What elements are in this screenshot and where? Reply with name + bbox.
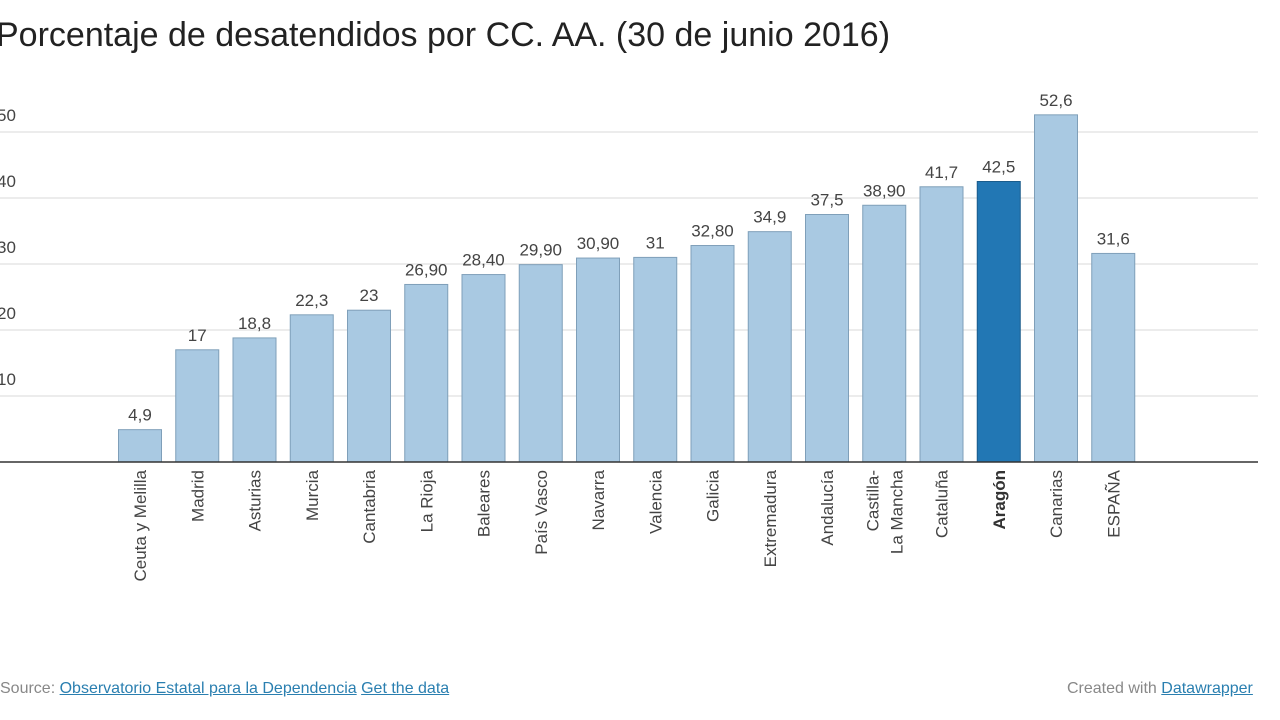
category-label-line: Cantabria	[360, 469, 379, 543]
bar	[518, 264, 563, 463]
value-label: 17	[188, 326, 207, 345]
category-label-line: País Vasco	[532, 470, 551, 555]
value-label: 41,7	[925, 163, 958, 182]
category-label: Baleares	[475, 470, 494, 537]
y-tick-label: 30	[0, 238, 16, 257]
category-label: La Rioja	[417, 469, 436, 532]
category-label: Extremadura	[761, 469, 780, 567]
y-tick-label: 10	[0, 370, 16, 389]
value-label: 18,8	[238, 314, 271, 333]
source-footer: Source: Observatorio Estatal para la Dep…	[0, 680, 449, 698]
category-label-line: Ceuta y Melilla	[131, 469, 150, 581]
chart-title: Porcentaje de desatendidos por CC. AA. (…	[0, 16, 891, 54]
value-label: 31	[646, 233, 665, 252]
value-label: 22,3	[295, 291, 328, 310]
category-label: Andalucía	[818, 469, 837, 545]
category-label-line: Aragón	[990, 470, 1009, 530]
value-label: 42,5	[982, 158, 1015, 177]
value-label: 32,80	[691, 222, 734, 241]
bar	[1034, 114, 1078, 463]
value-label: 31,6	[1097, 229, 1130, 248]
category-label: Valencia	[646, 469, 665, 533]
value-labels: 4,9 17 18,8 22,3 23 26,90 28,40 29,90 30,90 31 32,…	[128, 91, 1130, 425]
category-label-line: Baleares	[475, 470, 494, 537]
category-label-line: Cataluña	[933, 469, 952, 538]
y-axis-ticks: 10 20 30 40 50	[0, 106, 16, 389]
category-label: Murcia	[303, 469, 322, 521]
category-label-line: Valencia	[646, 469, 665, 533]
bar	[805, 214, 849, 463]
category-label: ESPAÑA	[1104, 469, 1123, 537]
bars	[118, 114, 1136, 463]
y-tick-label: 20	[0, 304, 16, 323]
category-label: Navarra	[589, 469, 608, 530]
get-data-link[interactable]: Get the data	[361, 680, 450, 697]
category-label-line: Galicia	[704, 469, 723, 522]
value-label: 38,90	[863, 181, 906, 200]
bar	[347, 309, 391, 463]
category-label: Asturias	[246, 470, 265, 531]
bar	[976, 181, 1021, 463]
value-label: 29,90	[519, 241, 562, 260]
source-link[interactable]: Observatorio Estatal para la Dependencia	[59, 680, 357, 697]
category-label: Castilla- La Mancha	[863, 469, 906, 554]
bar	[404, 283, 449, 463]
bar	[175, 349, 220, 463]
category-labels: Ceuta y Melilla Madrid Asturias Murcia Canta…	[131, 469, 1123, 581]
category-label-line: Asturias	[246, 470, 265, 531]
category-label: Aragón	[990, 470, 1009, 530]
bar	[862, 204, 907, 463]
category-label: Galicia	[704, 469, 723, 522]
value-label: 26,90	[405, 260, 448, 279]
bar	[232, 337, 277, 463]
credit-footer: Created with Datawrapper	[1067, 680, 1253, 698]
category-label: Ceuta y Melilla	[131, 469, 150, 581]
datawrapper-link[interactable]: Datawrapper	[1161, 680, 1253, 697]
y-tick-label: 40	[0, 172, 16, 191]
category-label-line: La Mancha	[887, 469, 906, 554]
bar	[919, 186, 964, 463]
y-tick-label: 50	[0, 106, 16, 125]
bar	[633, 256, 678, 463]
category-label: Cantabria	[360, 469, 379, 543]
category-label-line: ESPAÑA	[1104, 469, 1123, 537]
bar	[576, 257, 620, 463]
value-label: 30,90	[577, 234, 620, 253]
value-label: 23	[360, 286, 379, 305]
created-prefix: Created with	[1067, 680, 1157, 697]
category-label: Cataluña	[933, 469, 952, 538]
category-label-line: Canarias	[1047, 470, 1066, 538]
category-label: Canarias	[1047, 470, 1066, 538]
category-label-line: Castilla-	[863, 470, 882, 531]
value-label: 4,9	[128, 406, 152, 425]
category-label-line: Extremadura	[761, 469, 780, 567]
category-label-line: Andalucía	[818, 469, 837, 545]
category-label: País Vasco	[532, 470, 551, 555]
value-label: 52,6	[1039, 91, 1072, 110]
category-label-line: Murcia	[303, 469, 322, 521]
value-label: 34,9	[753, 208, 786, 227]
bar	[118, 429, 162, 463]
category-label-line: Madrid	[188, 470, 207, 522]
category-label-line: Navarra	[589, 469, 608, 530]
bar	[461, 274, 506, 463]
category-label-line: La Rioja	[417, 469, 436, 532]
category-label: Madrid	[188, 470, 207, 522]
value-label: 28,40	[462, 251, 505, 270]
bar	[289, 314, 334, 463]
value-label: 37,5	[810, 191, 843, 210]
bar	[690, 245, 735, 463]
bar	[1091, 252, 1136, 463]
bar	[747, 231, 792, 463]
bar-chart: 10 20 30 40 50 4,9 17 18,8 22,3 23 26,90 28,40 29,9…	[0, 91, 1258, 582]
source-prefix: Source:	[0, 680, 56, 697]
